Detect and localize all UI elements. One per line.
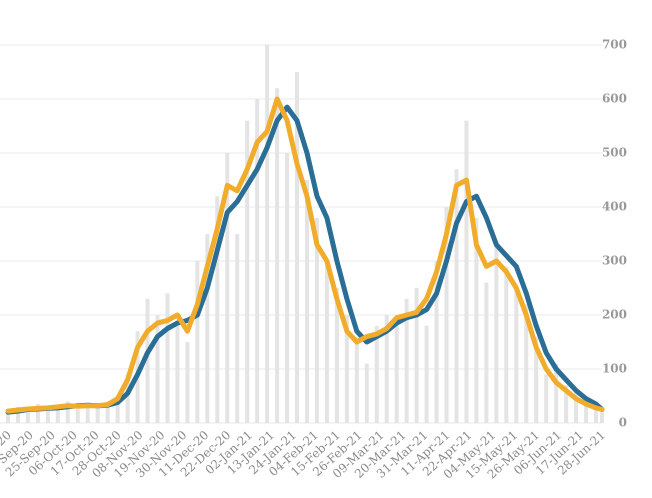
bar [524,304,529,423]
bar [265,45,270,423]
bar [255,99,260,423]
bar [115,396,120,423]
bar [534,336,539,423]
bar [304,180,309,423]
bar [444,207,449,423]
bar [584,401,589,423]
bar [314,217,319,423]
bar [394,320,399,423]
bar [484,282,489,423]
bar [564,385,569,423]
bar [25,412,30,423]
bar [105,401,110,423]
bar [75,409,80,423]
bar [195,261,200,423]
bar [374,325,379,423]
bar [245,120,250,423]
bar [275,88,280,423]
bar [235,234,240,423]
bar [474,217,479,423]
bar [554,363,559,423]
bar [295,72,300,423]
bar [85,404,90,423]
bar [364,363,369,423]
bar [35,404,40,423]
bar [65,401,70,423]
bar [165,293,170,423]
bar [145,298,150,423]
y-tick-label: 600 [602,92,627,106]
bar [95,406,100,423]
bar [464,120,469,423]
bar [414,288,419,423]
bar [424,325,429,423]
bar [354,336,359,423]
bar [434,261,439,423]
bar [175,325,180,423]
y-tick-label: 700 [602,38,627,52]
bar [15,406,20,423]
bar [225,153,230,423]
bar [6,409,10,423]
bar [344,315,349,423]
y-tick-label: 400 [602,200,627,214]
bar [384,315,389,423]
bar [334,288,339,423]
bar [205,234,210,423]
bar [285,153,290,423]
bar [494,244,499,423]
bar [324,261,329,423]
bar [504,266,509,423]
bar [125,374,130,423]
bar [600,412,604,423]
bar [594,406,599,423]
bar [185,342,190,423]
bar [55,406,60,423]
bar [574,390,579,423]
bar [404,298,409,423]
y-tick-label: 100 [602,362,627,376]
bar [454,169,459,423]
line [5,96,605,414]
y-tick-label: 300 [602,254,627,268]
bar [45,409,50,423]
bar [155,315,160,423]
bar [215,196,220,423]
bar [544,374,549,423]
y-tick-label: 500 [602,146,627,160]
y-tick-label: 200 [602,308,627,322]
y-tick-label: 0 [619,416,627,430]
bar [514,288,519,423]
